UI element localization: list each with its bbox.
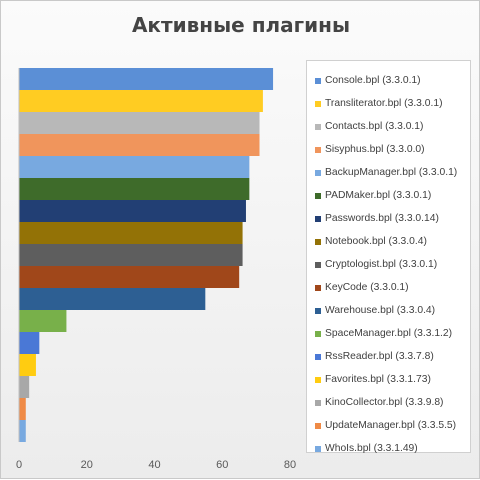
x-tick-label-0: 0	[16, 459, 22, 471]
legend-label: KinoCollector.bpl (3.3.9.8)	[325, 397, 444, 408]
legend-swatch	[315, 77, 321, 84]
legend-label: BackupManager.bpl (3.3.0.1)	[325, 167, 458, 178]
chart-title: Активные плагины	[131, 13, 351, 37]
legend-item: Console.bpl (3.3.0.1)	[315, 69, 470, 92]
x-tick-label-80: 80	[284, 459, 296, 471]
legend-swatch	[315, 399, 321, 406]
legend-item: Warehouse.bpl (3.3.0.4)	[315, 299, 470, 322]
legend-item: KeyCode (3.3.0.1)	[315, 276, 470, 299]
legend-label: Sisyphus.bpl (3.3.0.0)	[325, 144, 425, 155]
legend-swatch	[315, 445, 321, 452]
legend-item: Notebook.bpl (3.3.0.4)	[315, 230, 470, 253]
legend-label: Favorites.bpl (3.3.1.73)	[325, 374, 431, 385]
legend-label: PADMaker.bpl (3.3.0.1)	[325, 190, 432, 201]
bar-11	[19, 288, 206, 310]
bar-12	[19, 310, 67, 332]
legend-swatch	[315, 215, 321, 222]
legend-item: UpdateManager.bpl (3.3.5.5)	[315, 414, 470, 437]
legend-swatch	[315, 169, 321, 176]
legend-item: SpaceManager.bpl (3.3.1.2)	[315, 322, 470, 345]
legend-swatch	[315, 261, 321, 268]
legend-item: Cryptologist.bpl (3.3.0.1)	[315, 253, 470, 276]
legend-item: KinoCollector.bpl (3.3.9.8)	[315, 391, 470, 414]
legend-label: Cryptologist.bpl (3.3.0.1)	[325, 259, 438, 270]
legend-label: Notebook.bpl (3.3.0.4)	[325, 236, 427, 247]
legend-label: Warehouse.bpl (3.3.0.4)	[325, 305, 436, 316]
legend-swatch	[315, 307, 321, 314]
legend: Console.bpl (3.3.0.1) Transliterator.bpl …	[306, 60, 471, 454]
legend-label: KeyCode (3.3.0.1)	[325, 282, 409, 293]
legend-swatch	[315, 353, 321, 360]
bar-10	[19, 266, 240, 288]
bar-14	[19, 354, 36, 376]
bar-16	[19, 398, 26, 420]
legend-swatch	[315, 238, 321, 245]
bar-9	[19, 244, 243, 266]
legend-label: SpaceManager.bpl (3.3.1.2)	[325, 328, 453, 339]
legend-item: WhoIs.bpl (3.3.1.49)	[315, 437, 470, 460]
bar-2	[19, 90, 263, 112]
bar-1	[19, 68, 274, 90]
x-tick-label-40: 40	[148, 459, 160, 471]
bar-3	[19, 112, 260, 134]
x-tick-label-60: 60	[216, 459, 228, 471]
legend-swatch	[315, 192, 321, 199]
legend-item: Sisyphus.bpl (3.3.0.0)	[315, 138, 470, 161]
bar-5	[19, 156, 250, 178]
bar-15	[19, 376, 30, 398]
legend-label: Passwords.bpl (3.3.0.14)	[325, 213, 439, 224]
legend-swatch	[315, 100, 321, 107]
legend-label: Contacts.bpl (3.3.0.1)	[325, 121, 424, 132]
legend-swatch	[315, 123, 321, 130]
legend-item: PADMaker.bpl (3.3.0.1)	[315, 184, 470, 207]
legend-item: BackupManager.bpl (3.3.0.1)	[315, 161, 470, 184]
legend-swatch	[315, 376, 321, 383]
legend-label: UpdateManager.bpl (3.3.5.5)	[325, 420, 457, 431]
legend-item: RssReader.bpl (3.3.7.8)	[315, 345, 470, 368]
legend-label: Console.bpl (3.3.0.1)	[325, 75, 421, 86]
legend-swatch	[315, 284, 321, 291]
legend-label: WhoIs.bpl (3.3.1.49)	[325, 443, 418, 454]
bar-17	[19, 420, 26, 442]
bar-6	[19, 178, 250, 200]
legend-label: RssReader.bpl (3.3.7.8)	[325, 351, 434, 362]
legend-item: Transliterator.bpl (3.3.0.1)	[315, 92, 470, 115]
legend-label: Transliterator.bpl (3.3.0.1)	[325, 98, 443, 109]
legend-item: Passwords.bpl (3.3.0.14)	[315, 207, 470, 230]
legend-swatch	[315, 146, 321, 153]
bar-4	[19, 134, 260, 156]
bar-13	[19, 332, 40, 354]
legend-swatch	[315, 422, 321, 429]
legend-swatch	[315, 330, 321, 337]
legend-item: Contacts.bpl (3.3.0.1)	[315, 115, 470, 138]
bar-7	[19, 200, 246, 222]
legend-item: Favorites.bpl (3.3.1.73)	[315, 368, 470, 391]
x-tick-label-20: 20	[81, 459, 93, 471]
bar-8	[19, 222, 243, 244]
